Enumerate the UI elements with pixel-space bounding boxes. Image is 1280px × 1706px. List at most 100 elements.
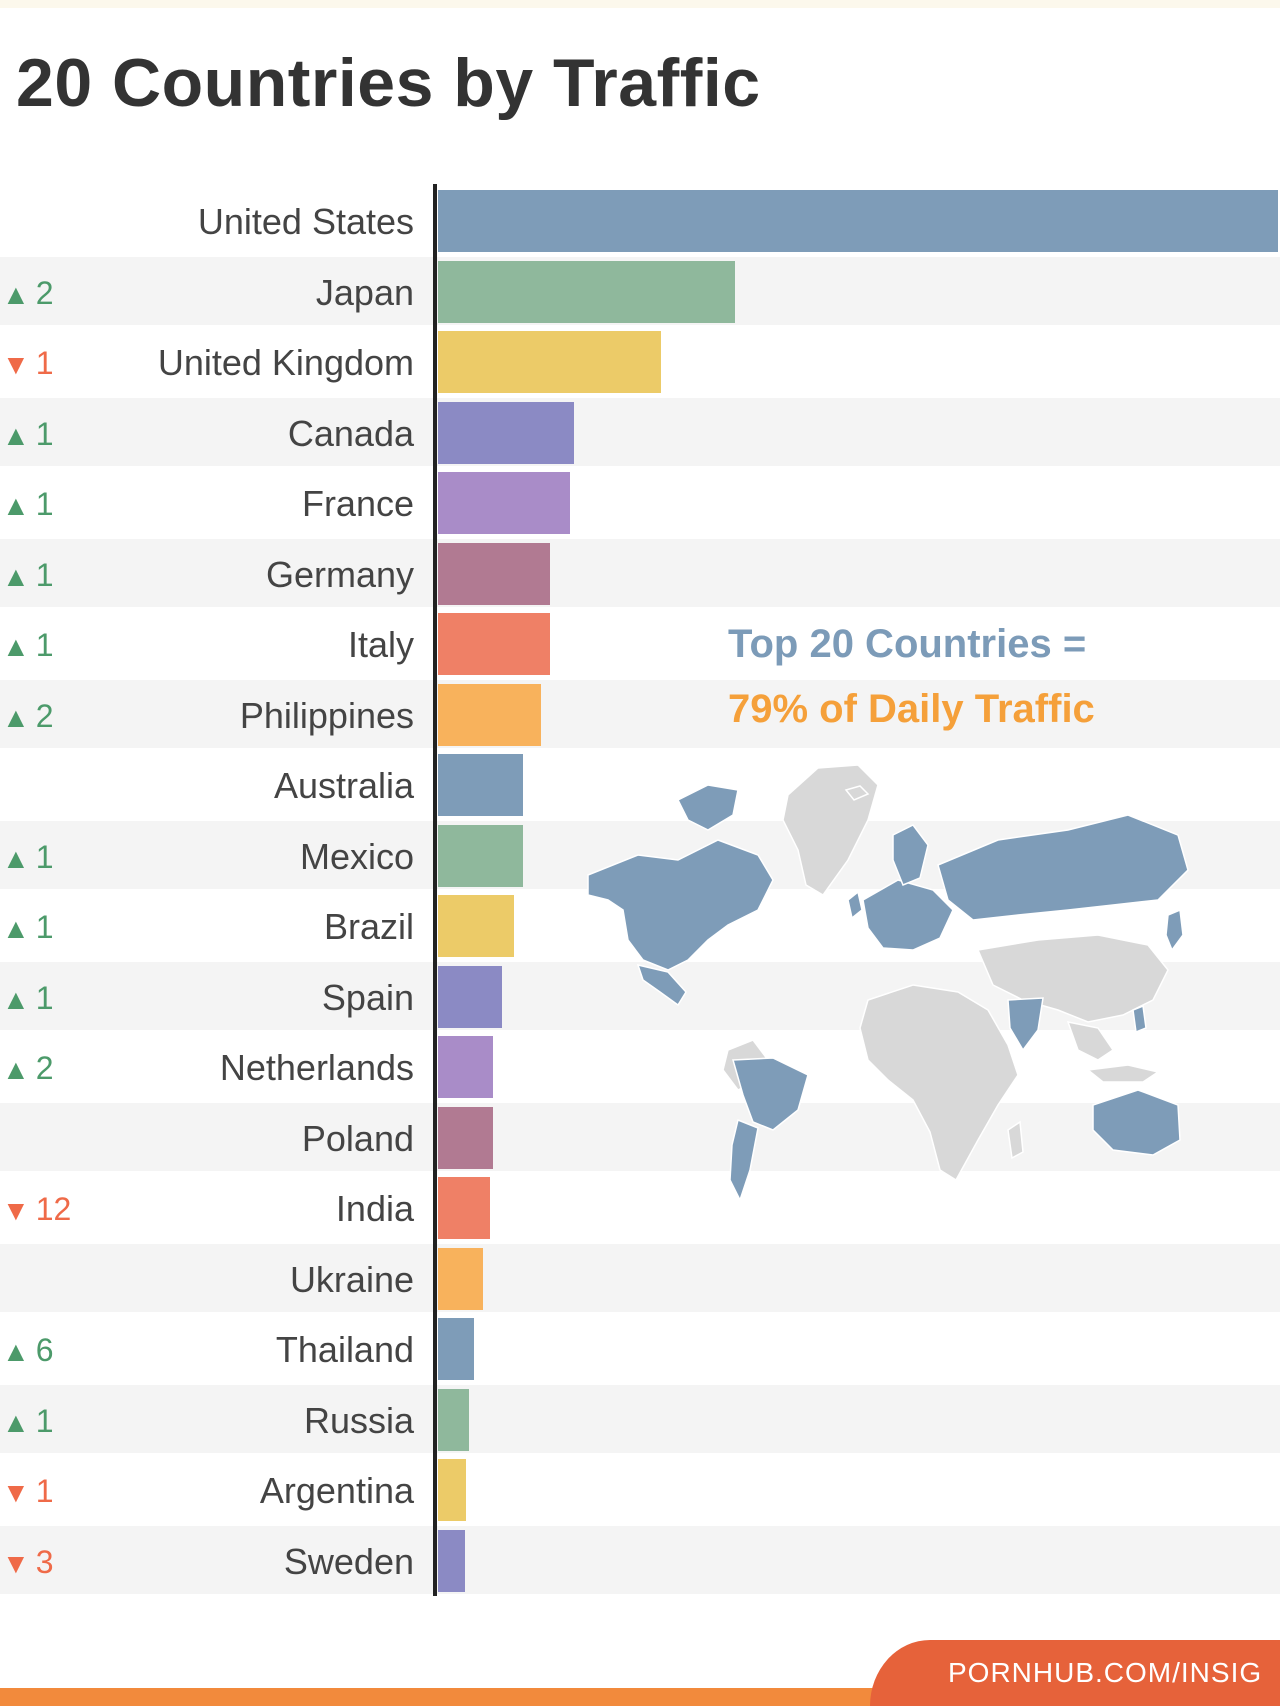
arrow-up-icon: ▲ <box>2 842 30 874</box>
row-band <box>0 1525 1280 1594</box>
category-label: Philippines <box>239 694 414 736</box>
map-russia <box>937 814 1189 921</box>
bar <box>438 542 550 605</box>
bar <box>438 1459 466 1521</box>
rank-change-label: ▲ 2 <box>2 1052 54 1084</box>
rank-change-value: 1 <box>35 415 54 452</box>
bar <box>438 1388 470 1451</box>
rank-change-label: ▲ 1 <box>2 418 54 450</box>
bar <box>438 401 575 464</box>
category-label: Brazil <box>323 906 414 947</box>
map-madagascar <box>1007 1120 1024 1160</box>
bar <box>438 1529 465 1592</box>
annotation-line1: Top 20 Countries = <box>728 622 1087 666</box>
row-band <box>0 1102 1280 1171</box>
category-label: Ukraine <box>289 1258 414 1300</box>
category-label: Mexico <box>299 835 414 877</box>
category-label: Italy <box>347 624 414 665</box>
arrow-up-icon: ▲ <box>2 419 30 451</box>
annotation-line2: 79% of Daily Traffic <box>728 687 1095 731</box>
rank-change-value: 1 <box>35 1473 54 1509</box>
bar <box>438 1106 494 1169</box>
category-label: Netherlands <box>219 1047 414 1088</box>
category-label: Sweden <box>283 1540 414 1582</box>
map-southeast-asia <box>1066 1021 1115 1061</box>
map-indonesia <box>1086 1064 1160 1083</box>
bar <box>438 1318 475 1380</box>
map-india <box>1007 997 1044 1052</box>
chart-axis-line <box>433 184 437 1596</box>
map-brazil <box>732 1057 809 1131</box>
map-scandinavia <box>892 824 929 886</box>
category-label: Poland <box>301 1117 414 1159</box>
rank-change-label: ▲ 1 <box>2 911 54 943</box>
rank-change-label: ▼ 3 <box>2 1546 54 1578</box>
rank-change-label: ▼ 12 <box>2 1193 71 1225</box>
row-band <box>0 1384 1280 1453</box>
bar <box>438 1247 483 1310</box>
rank-change-value: 2 <box>35 1050 54 1086</box>
bar <box>438 331 662 393</box>
category-label: Canada <box>287 412 414 454</box>
map-europe <box>862 879 954 951</box>
rank-change-label: ▼ 1 <box>2 347 54 379</box>
rank-change-label: ▲ 2 <box>2 277 54 309</box>
rank-change-label: ▲ 2 <box>2 700 54 732</box>
category-label: Thailand <box>275 1329 414 1370</box>
map-philippines <box>1132 1004 1147 1034</box>
map-uk <box>847 890 863 920</box>
category-label: United Kingdom <box>157 342 414 383</box>
rank-change-value: 1 <box>35 486 54 522</box>
map-north-america <box>587 839 774 971</box>
rank-change-label: ▲ 1 <box>2 559 54 591</box>
rank-change-label: ▼ 1 <box>2 1475 54 1507</box>
category-label: Japan <box>315 271 414 313</box>
row-band <box>0 1243 1280 1312</box>
map-iceland <box>844 785 870 801</box>
arrow-up-icon: ▲ <box>2 490 30 521</box>
bar <box>438 895 515 957</box>
arrow-up-icon: ▲ <box>2 1054 30 1085</box>
arrow-up-icon: ▲ <box>2 560 30 592</box>
rank-change-value: 1 <box>35 909 54 945</box>
bar <box>438 260 735 323</box>
rank-change-value: 1 <box>35 1402 54 1439</box>
map-canada-islands <box>676 784 739 831</box>
bar <box>438 1177 491 1239</box>
map-greenland <box>782 764 879 896</box>
arrow-up-icon: ▲ <box>2 701 30 733</box>
category-label: Australia <box>273 765 414 806</box>
arrow-up-icon: ▲ <box>2 631 30 662</box>
top-strip <box>0 0 1280 8</box>
bar <box>438 824 523 887</box>
rank-change-label: ▲ 1 <box>2 488 54 520</box>
bar <box>438 472 570 534</box>
arrow-up-icon: ▲ <box>2 278 30 310</box>
map-argentina <box>729 1118 759 1202</box>
rank-change-value: 1 <box>35 979 54 1016</box>
rank-change-label: ▲ 1 <box>2 982 54 1014</box>
bar <box>438 613 550 675</box>
rank-change-label: ▲ 6 <box>2 1334 54 1366</box>
rank-change-value: 2 <box>35 274 54 311</box>
category-label: Argentina <box>259 1470 414 1511</box>
category-label: Germany <box>265 553 414 595</box>
arrow-up-icon: ▲ <box>2 1406 30 1438</box>
category-label: France <box>301 483 414 524</box>
category-label: Spain <box>321 976 414 1018</box>
rank-change-value: 1 <box>35 345 54 381</box>
rank-change-label: ▲ 1 <box>2 1405 54 1437</box>
rank-change-value: 1 <box>35 627 54 663</box>
row-band <box>0 538 1280 607</box>
footer-source-link[interactable]: PORNHUB.COM/INSIG <box>948 1657 1263 1688</box>
bar <box>438 683 542 746</box>
rank-change-value: 2 <box>35 697 54 734</box>
rank-change-value: 12 <box>35 1191 72 1227</box>
rank-change-label: ▲ 1 <box>2 841 54 873</box>
arrow-down-icon: ▼ <box>2 1195 30 1226</box>
arrow-up-icon: ▲ <box>2 1336 30 1367</box>
bar <box>438 1036 494 1098</box>
rank-change-value: 1 <box>35 556 54 593</box>
rank-change-value: 3 <box>35 1543 54 1580</box>
